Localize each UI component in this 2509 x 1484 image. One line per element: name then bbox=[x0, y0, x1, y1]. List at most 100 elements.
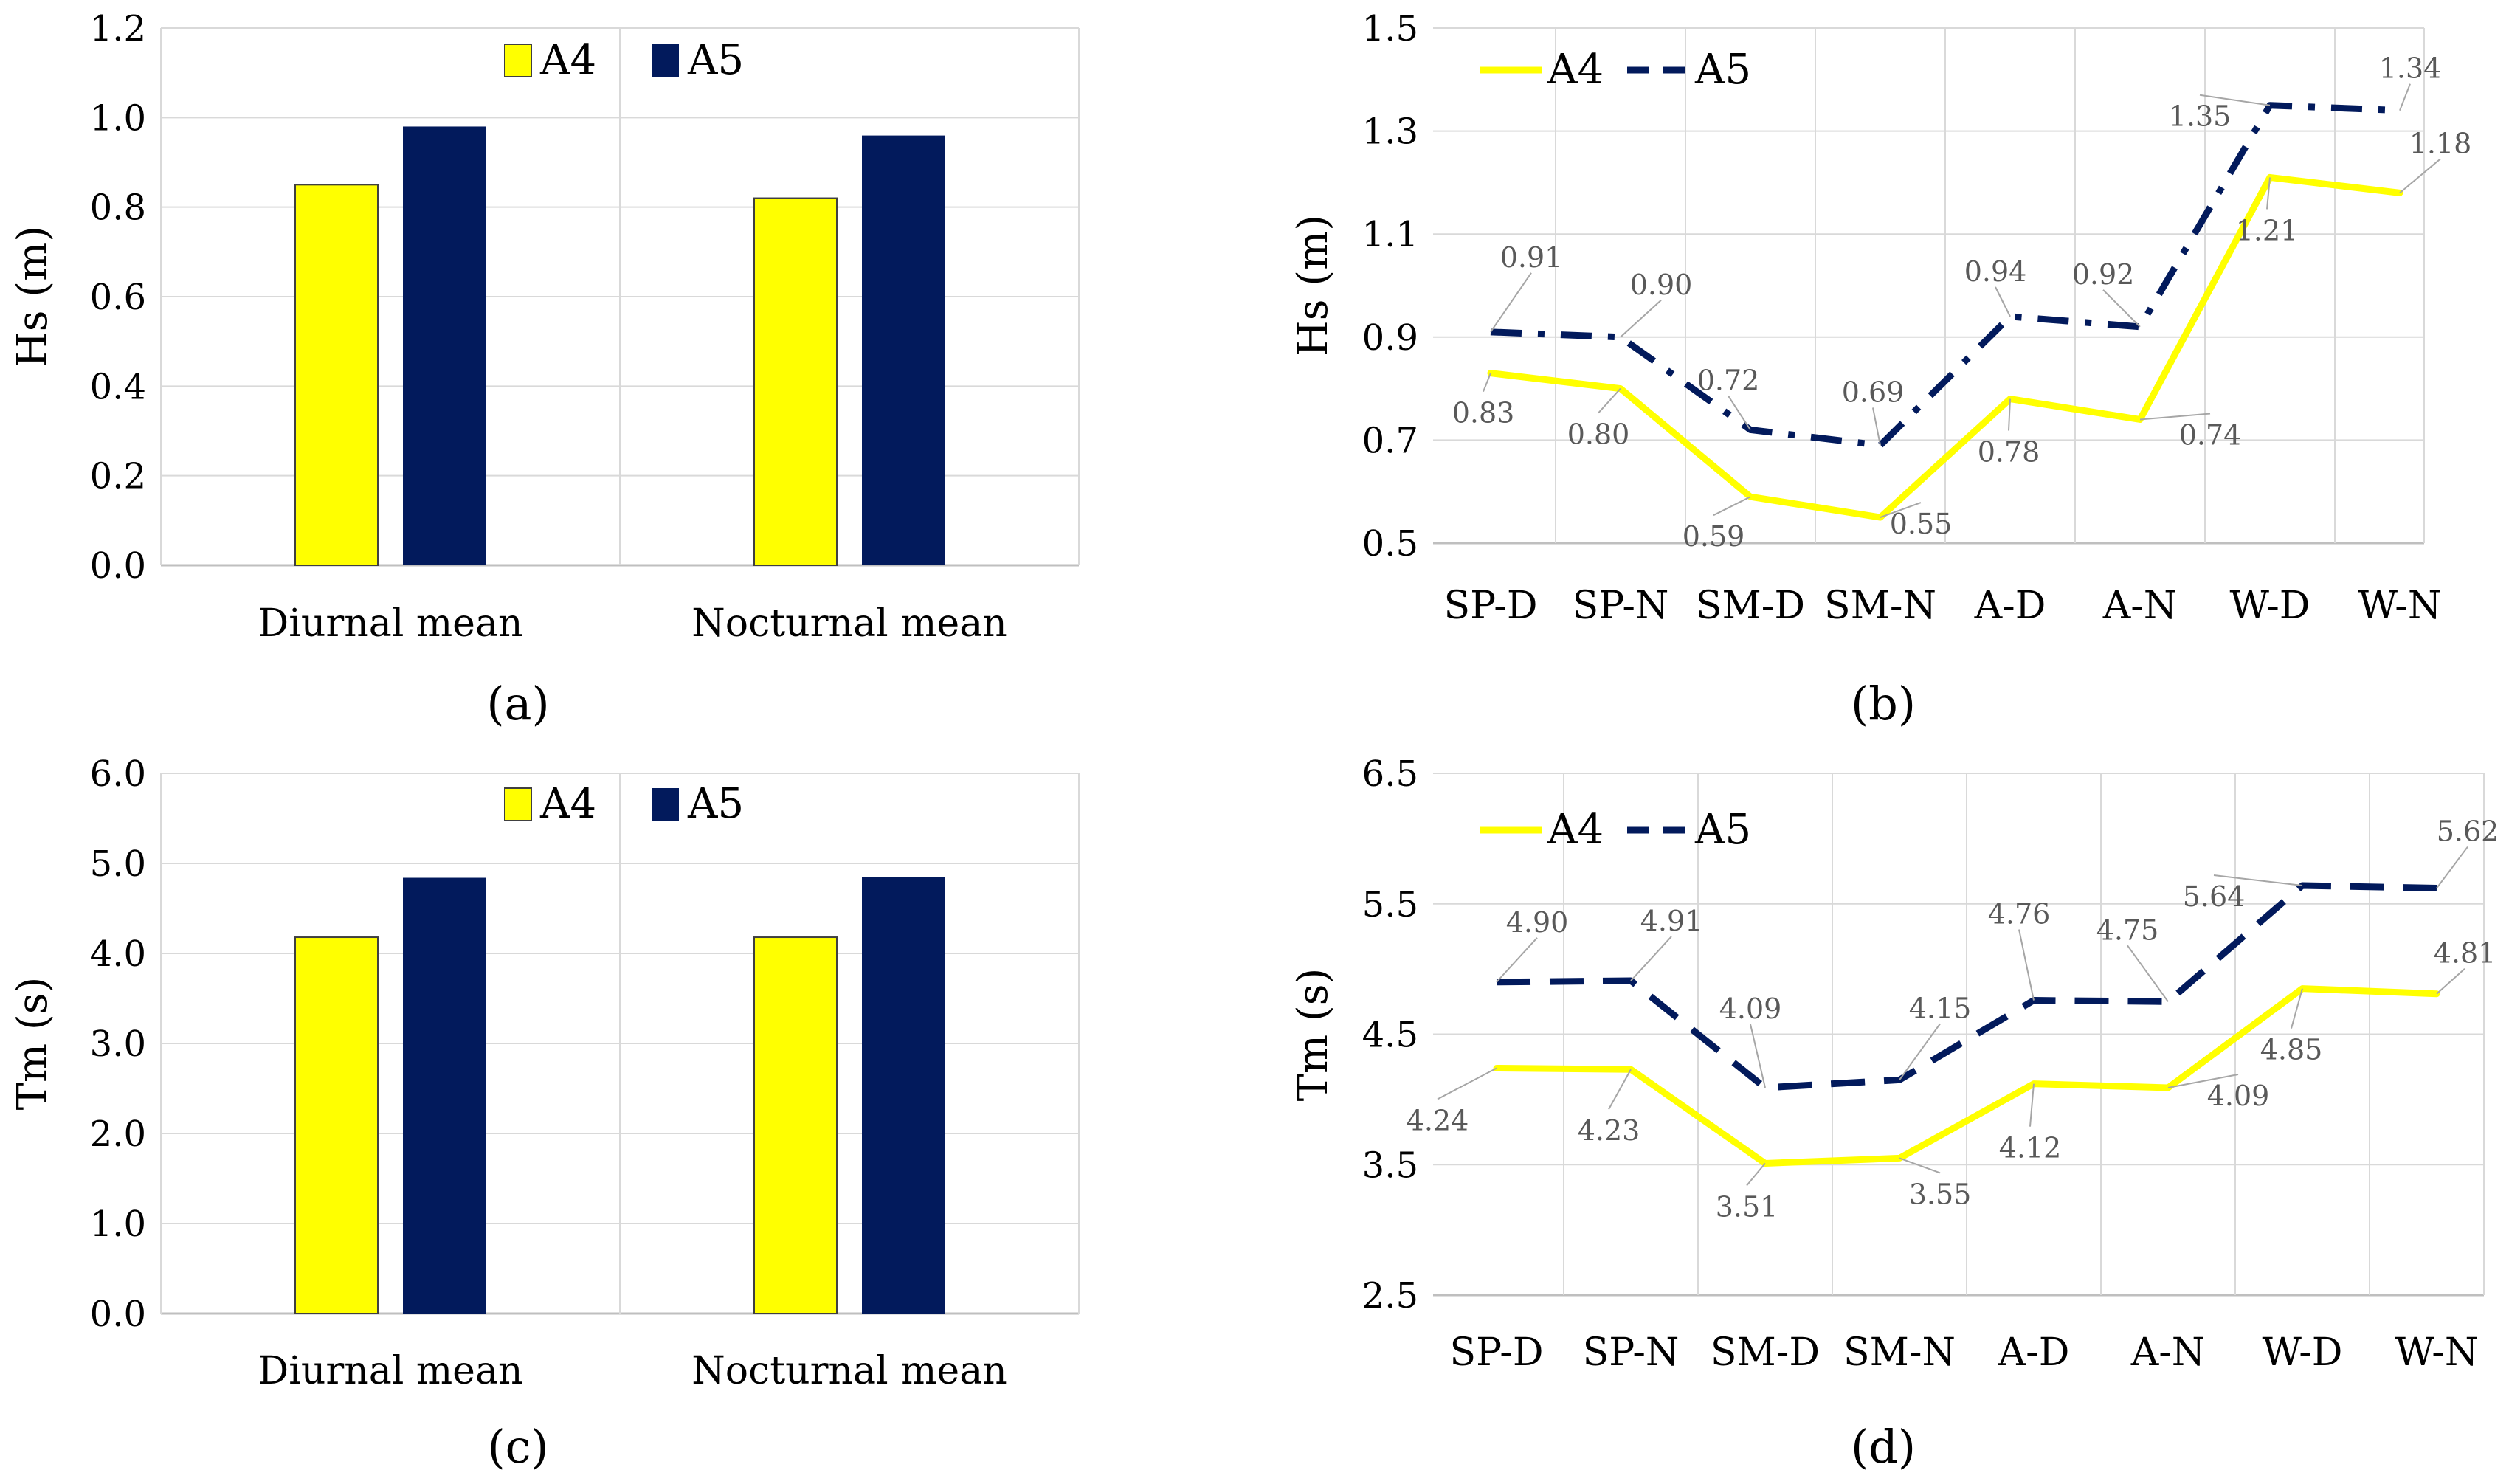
x-tick-label: A-N bbox=[2102, 584, 2178, 628]
data-label-a4: 4.24 bbox=[1407, 1104, 1469, 1136]
y-tick-label: 1.5 bbox=[1362, 8, 1418, 49]
data-label-a5: 0.91 bbox=[1500, 241, 1563, 274]
leader-line bbox=[2008, 398, 2011, 431]
y-tick-label: 3.5 bbox=[1362, 1145, 1418, 1186]
legend-label: A4 bbox=[539, 780, 596, 828]
chart-d: 2.5 3.5 4.5 5.5 6.5 Tm (s) (d) SP-D SP-N SM-D SM-N… bbox=[1289, 753, 2499, 1474]
legend-label: A5 bbox=[687, 780, 744, 828]
bar-a5-nocturnal bbox=[862, 877, 945, 1314]
y-tick-label: 0.8 bbox=[90, 187, 146, 229]
y-tick-label: 0.2 bbox=[90, 456, 146, 497]
y-tick-label: 0.7 bbox=[1362, 420, 1418, 461]
y-tick-label: 0.9 bbox=[1362, 317, 1418, 359]
bar-a5-nocturnal bbox=[862, 135, 945, 566]
data-label-a4: 4.85 bbox=[2260, 1034, 2323, 1066]
legend-label: A4 bbox=[1547, 806, 1604, 854]
y-tick-label: 1.2 bbox=[90, 8, 146, 49]
y-tick-label: 4.5 bbox=[1362, 1015, 1418, 1056]
leader-line bbox=[1728, 395, 1751, 430]
y-tick-label: 6.0 bbox=[90, 753, 146, 795]
x-tick-label: W-D bbox=[2263, 1331, 2343, 1375]
legend-swatch-a5 bbox=[652, 44, 679, 77]
leader-line bbox=[2018, 929, 2035, 1001]
data-label-a5: 1.35 bbox=[2169, 100, 2232, 133]
y-axis-label: Tm (s) bbox=[1289, 968, 1337, 1102]
y-tick-label: 0.0 bbox=[90, 545, 146, 587]
y-tick-label: 6.5 bbox=[1362, 753, 1418, 795]
leader-line bbox=[2399, 158, 2441, 194]
bar-a4-diurnal bbox=[294, 936, 379, 1315]
legend-label: A5 bbox=[1694, 46, 1751, 94]
data-label-a5: 5.62 bbox=[2437, 815, 2499, 848]
data-label-a4: 0.74 bbox=[2179, 418, 2242, 451]
x-tick-label: A-N bbox=[2130, 1331, 2206, 1375]
legend-swatch-a5 bbox=[652, 788, 679, 821]
data-label-a4: 0.83 bbox=[1452, 397, 1515, 429]
y-tick-label: 2.0 bbox=[90, 1114, 146, 1155]
leader-line bbox=[1496, 937, 1538, 983]
leader-line bbox=[2213, 874, 2303, 886]
data-label-a4: 0.80 bbox=[1567, 418, 1630, 451]
x-tick-label: SP-D bbox=[1443, 584, 1537, 628]
legend-label: A4 bbox=[539, 36, 596, 84]
y-tick-label: 5.0 bbox=[90, 843, 146, 885]
line-a4 bbox=[1493, 985, 2440, 1167]
leader-line bbox=[2139, 413, 2211, 421]
data-label-a4: 1.21 bbox=[2236, 214, 2299, 246]
legend-label: A5 bbox=[1694, 806, 1751, 854]
y-tick-label: 1.0 bbox=[90, 97, 146, 139]
x-tick-label: W-D bbox=[2230, 584, 2310, 628]
data-label-a4: 0.78 bbox=[1978, 436, 2040, 469]
legend-label: A5 bbox=[687, 36, 744, 84]
data-label-a4: 4.12 bbox=[1999, 1132, 2062, 1164]
leader-line bbox=[2266, 177, 2271, 210]
leader-line bbox=[1872, 407, 1881, 446]
y-tick-label: 0.0 bbox=[90, 1294, 146, 1335]
legend-swatch-a4 bbox=[504, 787, 532, 821]
x-tick-label: SM-N bbox=[1843, 1331, 1956, 1375]
legend: A4 A5 bbox=[1480, 806, 1751, 854]
data-label-a5: 5.64 bbox=[2183, 880, 2246, 913]
line-a4 bbox=[1487, 173, 2403, 521]
y-tick-label: 4.0 bbox=[90, 933, 146, 975]
data-label-a5: 0.69 bbox=[1842, 376, 1905, 408]
data-label-a5: 0.72 bbox=[1697, 364, 1760, 396]
data-label-a5: 1.34 bbox=[2379, 52, 2442, 85]
chart-a: 0.0 0.2 0.4 0.6 0.8 1.0 1.2 Hs (m) (a) Diurnal me… bbox=[9, 8, 1080, 731]
bar-a4-diurnal bbox=[294, 184, 379, 567]
data-label-a5: 0.90 bbox=[1630, 269, 1693, 301]
chart-b: 0.5 0.7 0.9 1.1 1.3 1.5 Hs (m) (b) SP-D SP-N SM-D S… bbox=[1289, 8, 2471, 731]
y-tick-label: 1.3 bbox=[1362, 111, 1418, 153]
panel-label: (b) bbox=[1851, 677, 1916, 731]
x-tick-label: Diurnal mean bbox=[258, 601, 523, 646]
leader-line bbox=[2102, 289, 2141, 328]
data-label-a4: 0.55 bbox=[1890, 508, 1953, 540]
x-tick-label: W-N bbox=[2395, 1331, 2479, 1375]
leader-line bbox=[2199, 94, 2271, 106]
legend: A4 A5 bbox=[504, 780, 744, 828]
leader-line bbox=[1608, 1069, 1632, 1110]
x-tick-label: SM-D bbox=[1696, 584, 1805, 628]
data-label-a5: 4.15 bbox=[1909, 992, 1972, 1024]
chart-c: 0.0 1.0 2.0 3.0 4.0 5.0 6.0 Tm (s) (c) Diurnal me… bbox=[9, 753, 1080, 1474]
y-tick-label: 1.1 bbox=[1362, 214, 1418, 255]
leader-line bbox=[1483, 373, 1491, 393]
data-label-a5: 4.75 bbox=[2096, 914, 2159, 946]
bar-a4-nocturnal bbox=[753, 197, 838, 566]
line-a5 bbox=[1496, 882, 2437, 1091]
leader-line bbox=[2127, 945, 2169, 1002]
leader-line bbox=[1713, 496, 1751, 517]
x-tick-label: Nocturnal mean bbox=[691, 601, 1007, 646]
x-tick-label: Diurnal mean bbox=[258, 1349, 523, 1393]
bar-a5-diurnal bbox=[403, 126, 486, 565]
panel-label: (c) bbox=[487, 1420, 548, 1474]
bar-a4-nocturnal bbox=[753, 936, 838, 1315]
leader-line bbox=[1437, 1067, 1497, 1100]
y-tick-label: 0.5 bbox=[1362, 523, 1418, 565]
leader-line bbox=[1490, 272, 1532, 333]
x-tick-label: SP-D bbox=[1449, 1331, 1543, 1375]
leader-line bbox=[1899, 1157, 1941, 1174]
x-tick-label: Nocturnal mean bbox=[691, 1349, 1007, 1393]
data-label-a5: 4.90 bbox=[1506, 906, 1569, 939]
y-axis-label: Hs (m) bbox=[9, 226, 57, 367]
